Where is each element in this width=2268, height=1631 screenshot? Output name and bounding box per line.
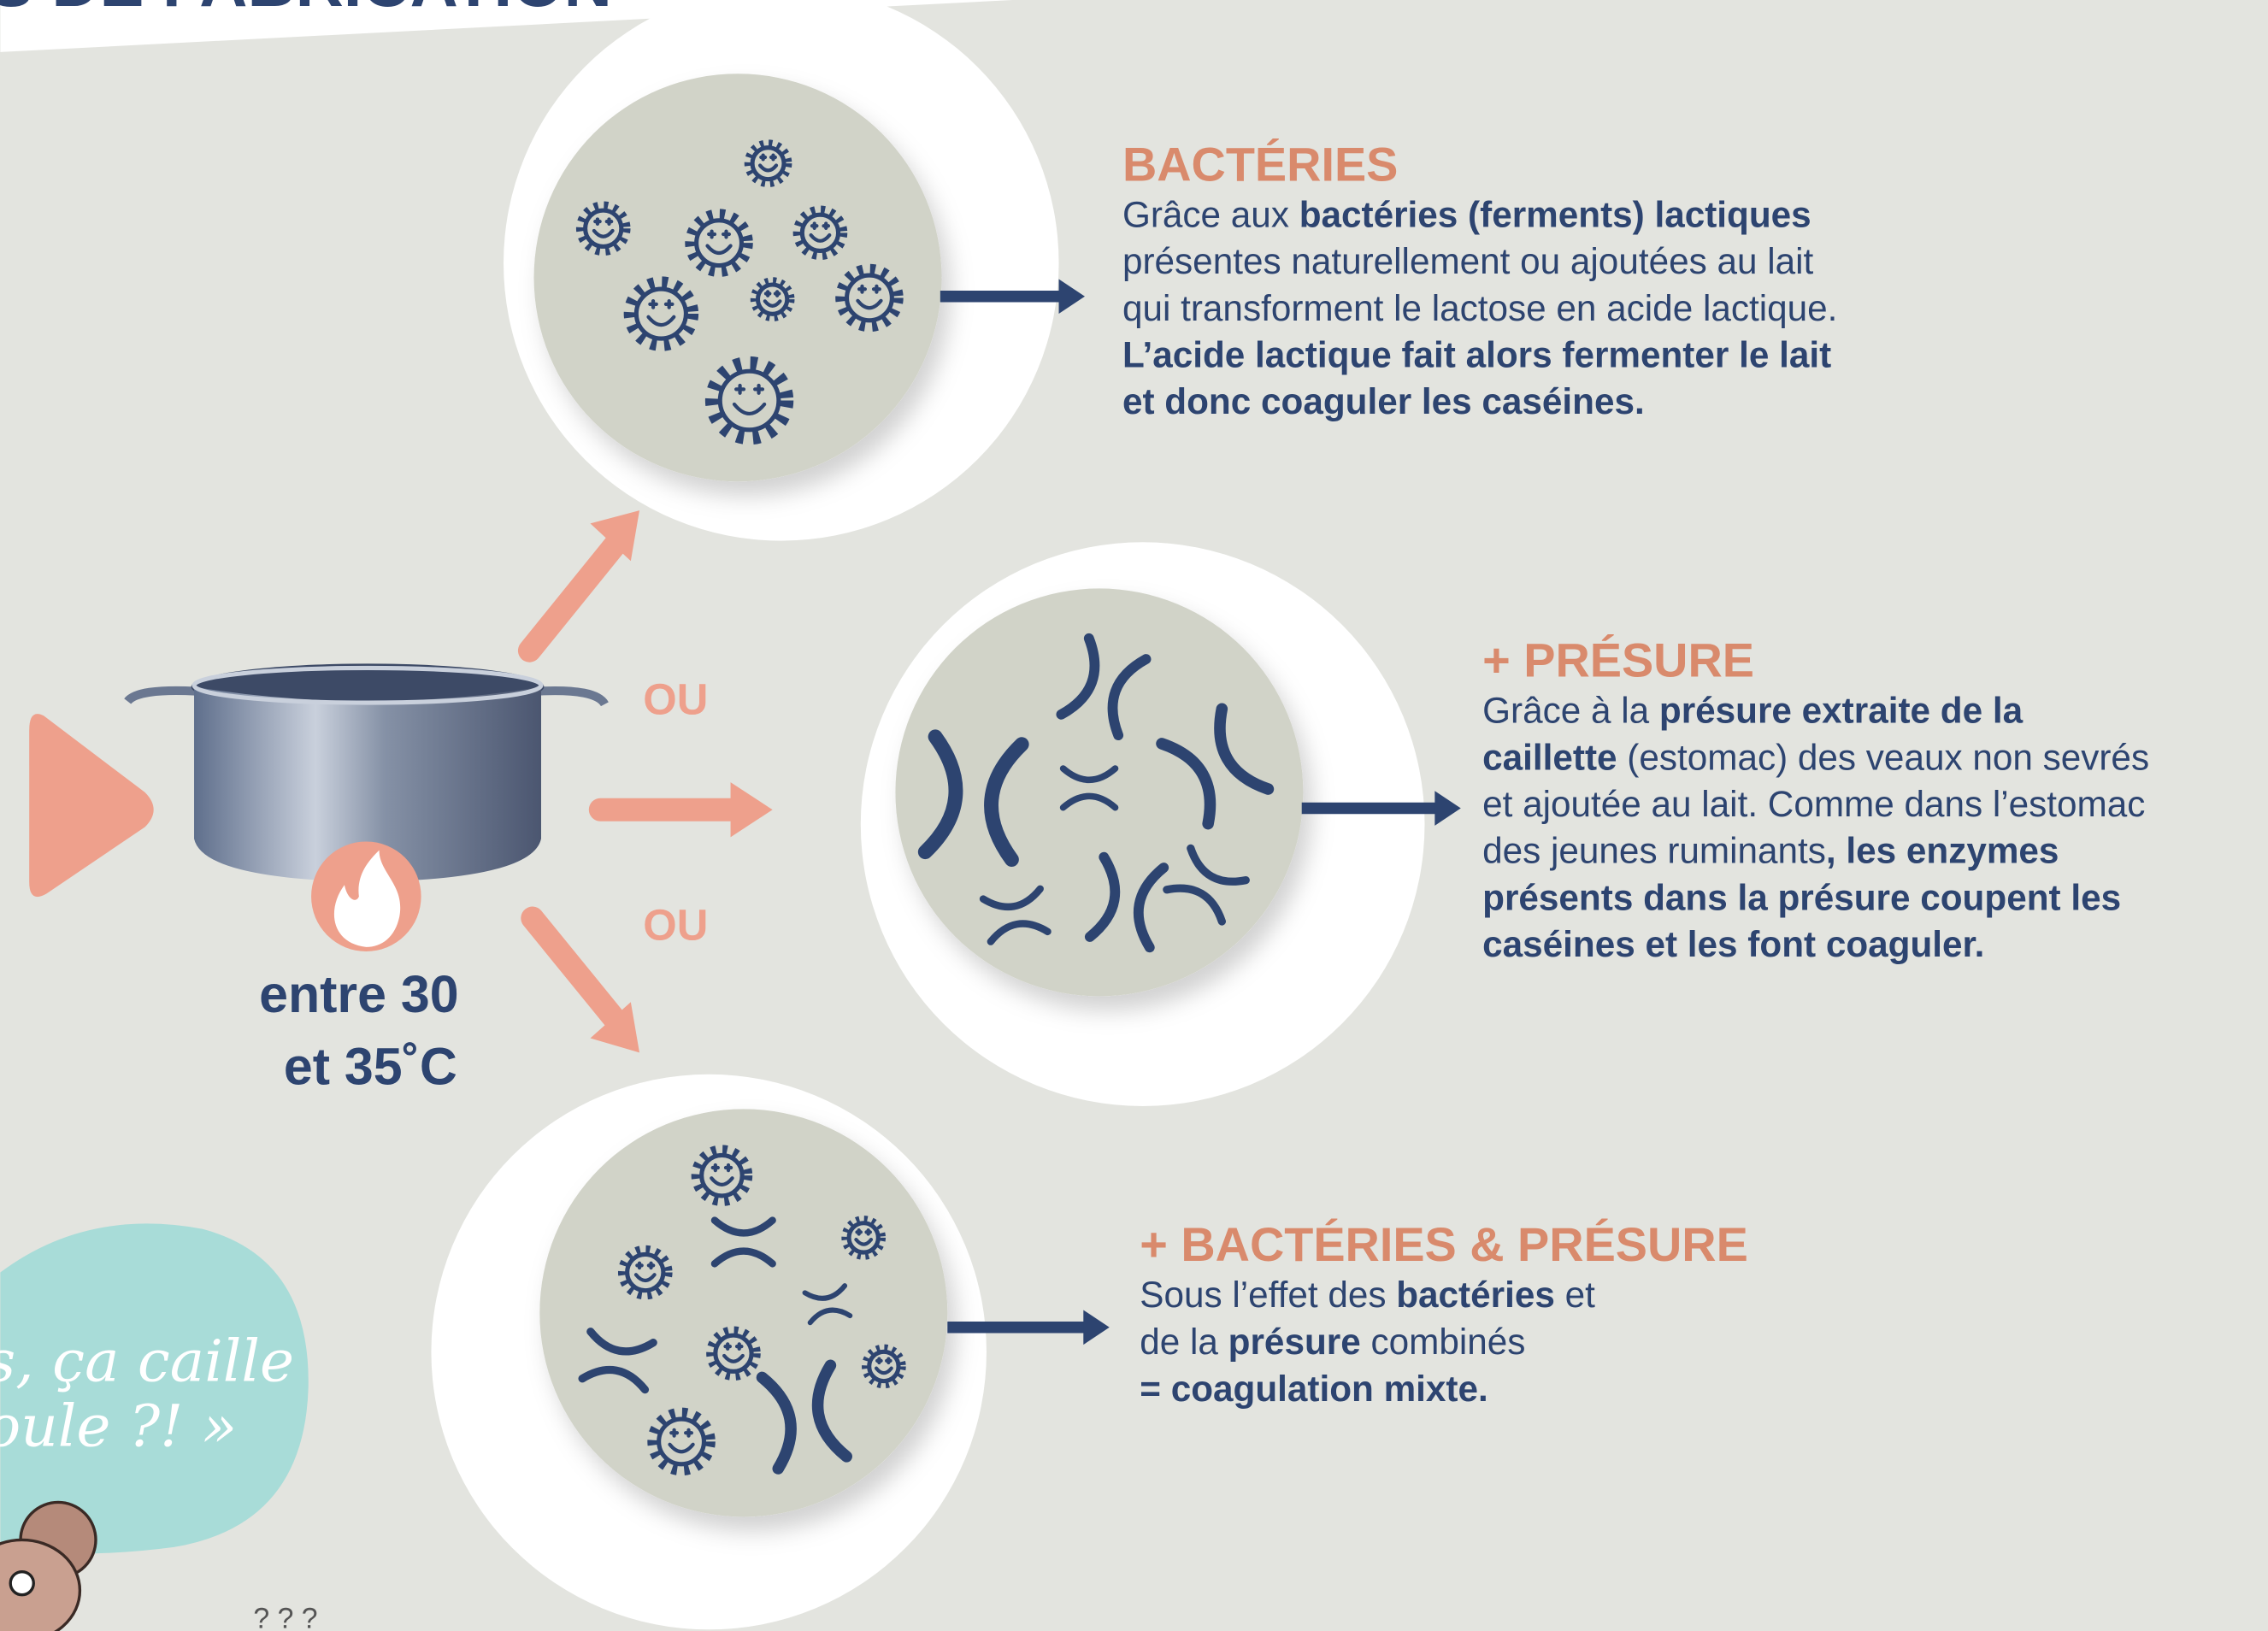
bubble-text: oule ?! » [0,1392,237,1459]
page: S DE FABRICATION entre 30 et 35˚C OU OU … [0,0,2268,1631]
bacteria-body [752,148,784,180]
bold-text: caséines et les font coaguler. [1482,924,1984,964]
bacteria-body [636,289,686,339]
body-line: Sous l’effet des bactéries et [1140,1275,1595,1315]
body-text: qui transforment le lactose en acide lac… [1122,288,1837,328]
title: S DE FABRICATION [0,0,612,21]
body-text: présentes naturellement ou ajoutées au l… [1122,241,1814,281]
body-line: caillette (estomac) des veaux non sevrés [1482,737,2149,777]
body-line: présentes naturellement ou ajoutées au l… [1122,241,1814,281]
connector-label: OU [643,675,708,724]
body-line: Grâce à la présure extraite de la [1482,691,2023,731]
body-line: de la présure combinés [1140,1322,1525,1362]
bold-text: L’acide lactique fait alors fermenter le… [1122,334,1831,374]
body-line: caséines et les font coaguler. [1482,924,1984,964]
body-line: qui transforment le lactose en acide lac… [1122,288,1837,328]
section-title: BACTÉRIES [1122,137,1398,191]
bacteria-body [869,1351,898,1381]
body-line: et ajoutée au lait. Comme dans l’estomac [1482,784,2145,824]
body-text: Grâce à la [1482,691,1659,731]
bacteria-body [627,1254,663,1290]
bold-text: présents dans la présure coupent les [1482,877,2121,917]
body-line: et donc coaguler les caséines. [1122,381,1645,421]
section-title: + BACTÉRIES & PRÉSURE [1140,1217,1748,1271]
bold-text: présure [1228,1322,1361,1362]
bold-text: bactéries (ferments) lactiques [1299,195,1811,235]
body-line: L’acide lactique fait alors fermenter le… [1122,334,1831,374]
bacteria-body [659,1419,704,1464]
temperature-label: et 35˚C [284,1038,457,1096]
bacteria-body [849,1223,878,1252]
bacteria-body [847,275,892,321]
body-text: et [1555,1275,1595,1315]
body-line: des jeunes ruminants, les enzymes [1482,831,2059,871]
section-title: + PRÉSURE [1482,633,1754,687]
bold-text: bactéries [1396,1275,1555,1315]
bacteria-body [802,215,838,250]
bubble-text: s, ça caille [0,1327,294,1394]
bacteria-body [757,285,786,314]
body-line: Grâce aux bactéries (ferments) lactiques [1122,195,1811,235]
bold-text: et donc coaguler les caséines. [1122,381,1645,421]
body-text: Sous l’effet des [1140,1275,1396,1315]
bacteria-body [586,210,621,246]
connector-label: OU [643,900,708,949]
bold-text: caillette [1482,737,1617,777]
body-text: de la [1140,1322,1228,1362]
body-line: = coagulation mixte. [1140,1369,1488,1409]
body-line: présents dans la présure coupent les [1482,877,2121,917]
bacteria-body [702,1155,742,1195]
body-text: et ajoutée au lait. Comme dans l’estomac [1482,784,2145,824]
bold-text: , les enzymes [1826,831,2059,871]
bacteria-body [716,1335,751,1371]
bacteria-body [697,221,742,266]
bold-text: = coagulation mixte. [1140,1369,1488,1409]
body-text: Grâce aux [1122,195,1299,235]
flame-icon [311,841,421,951]
bold-text: présure extraite de la [1659,691,2024,731]
body-text: des jeunes ruminants [1482,831,1826,871]
body-text: combinés [1361,1322,1526,1362]
mouse-caption: ? ? ? [253,1603,317,1631]
infographic: S DE FABRICATION entre 30 et 35˚C OU OU … [0,0,2268,1631]
bacteria-body [720,371,779,430]
body-text: (estomac) des veaux non sevrés [1617,737,2150,777]
temperature-label: entre 30 [259,965,458,1023]
